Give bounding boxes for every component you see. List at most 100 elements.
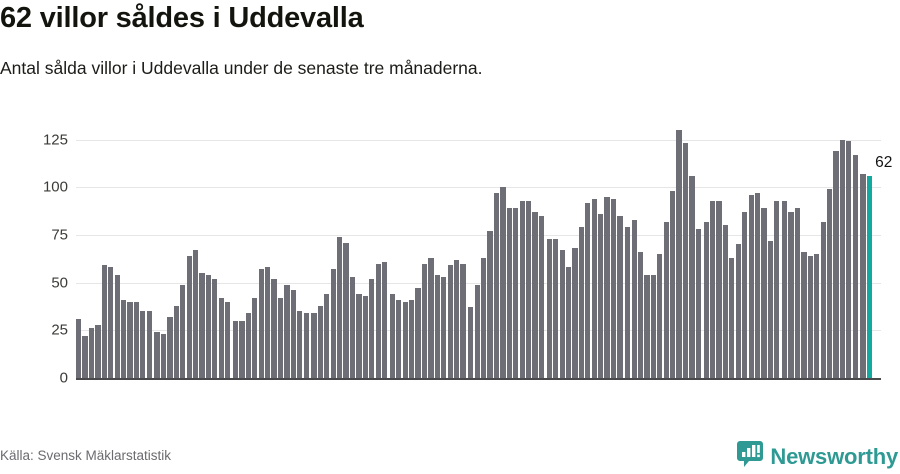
- bar[interactable]: [748, 194, 754, 378]
- bar[interactable]: [415, 288, 421, 378]
- bar[interactable]: [453, 259, 460, 378]
- bar[interactable]: [742, 212, 748, 378]
- bar[interactable]: [337, 236, 343, 378]
- bar[interactable]: [389, 294, 396, 378]
- bar[interactable]: [114, 274, 120, 378]
- bar[interactable]: [133, 301, 140, 378]
- bar[interactable]: [585, 202, 591, 378]
- bar[interactable]: [553, 238, 559, 378]
- bar[interactable]: [95, 324, 101, 378]
- bar[interactable]: [650, 274, 657, 378]
- bar[interactable]: [311, 313, 317, 378]
- bar[interactable]: [375, 263, 381, 378]
- bar[interactable]: [487, 231, 493, 378]
- bar[interactable]: [767, 240, 773, 378]
- bar[interactable]: [625, 227, 631, 378]
- bar[interactable]: [252, 297, 258, 378]
- bar[interactable]: [101, 265, 107, 378]
- bar[interactable]: [604, 196, 610, 378]
- bar[interactable]: [860, 173, 866, 378]
- bar[interactable]: [820, 221, 826, 378]
- bar[interactable]: [513, 208, 519, 378]
- bar[interactable]: [199, 273, 205, 378]
- bar[interactable]: [794, 208, 801, 378]
- bar[interactable]: [617, 215, 623, 378]
- bar[interactable]: [839, 139, 846, 378]
- bar[interactable]: [807, 255, 813, 378]
- bar[interactable]: [232, 320, 239, 378]
- bar[interactable]: [127, 301, 133, 378]
- bar[interactable]: [402, 301, 408, 378]
- bar[interactable]: [468, 307, 474, 378]
- bar[interactable]: [631, 219, 637, 378]
- bar[interactable]: [559, 250, 565, 378]
- bar[interactable]: [264, 267, 271, 378]
- bar[interactable]: [160, 334, 167, 378]
- bar[interactable]: [481, 257, 487, 378]
- bar[interactable]: [846, 141, 852, 378]
- bar[interactable]: [716, 200, 722, 378]
- bar[interactable]: [140, 311, 146, 378]
- bar[interactable]: [239, 320, 245, 378]
- bar[interactable]: [245, 313, 251, 378]
- bar[interactable]: [271, 278, 277, 378]
- bar[interactable]: [180, 284, 186, 378]
- bar[interactable]: [663, 221, 669, 378]
- bar[interactable]: [519, 200, 525, 378]
- bar[interactable]: [565, 267, 572, 378]
- bar[interactable]: [826, 189, 833, 378]
- bar[interactable]: [500, 187, 506, 378]
- bar[interactable]: [154, 332, 160, 378]
- bar[interactable]: [644, 274, 650, 378]
- bar[interactable]: [703, 221, 709, 378]
- newsworthy-logo[interactable]: Newsworthy: [737, 440, 898, 473]
- bar[interactable]: [637, 252, 644, 378]
- bar[interactable]: [852, 154, 858, 378]
- bar[interactable]: [362, 295, 368, 378]
- bar[interactable]: [330, 269, 336, 378]
- bar[interactable]: [421, 263, 428, 378]
- bar[interactable]: [610, 198, 617, 378]
- bar[interactable]: [447, 265, 453, 378]
- bar[interactable]: [284, 284, 290, 378]
- bar[interactable]: [578, 227, 585, 378]
- bar[interactable]: [598, 213, 604, 378]
- bar[interactable]: [546, 238, 552, 378]
- bar[interactable]: [88, 328, 95, 378]
- bar[interactable]: [396, 299, 402, 378]
- bar[interactable]: [381, 261, 388, 378]
- bar[interactable]: [76, 318, 82, 378]
- bar[interactable]: [709, 200, 716, 378]
- bar[interactable]: [303, 313, 309, 378]
- bar[interactable]: [676, 130, 682, 378]
- bar[interactable]: [735, 244, 741, 378]
- bar[interactable]: [532, 212, 538, 378]
- bar[interactable]: [722, 225, 729, 378]
- bar[interactable]: [82, 336, 88, 378]
- bar[interactable]: [297, 311, 303, 378]
- bar[interactable]: [317, 305, 323, 378]
- bar[interactable]: [290, 290, 296, 378]
- bar[interactable]: [146, 311, 152, 378]
- bar[interactable]: [434, 274, 440, 378]
- bar[interactable]: [441, 276, 447, 378]
- bar[interactable]: [428, 257, 434, 378]
- bar[interactable]: [782, 200, 788, 378]
- bar[interactable]: [670, 191, 676, 378]
- bar[interactable]: [225, 301, 231, 378]
- bar[interactable]: [774, 200, 780, 378]
- bar[interactable]: [474, 284, 480, 378]
- bar[interactable]: [277, 297, 284, 378]
- bar[interactable]: [801, 252, 807, 378]
- bar[interactable]: [192, 250, 199, 378]
- bar[interactable]: [205, 274, 212, 378]
- bar[interactable]: [120, 299, 127, 378]
- bar[interactable]: [173, 305, 179, 378]
- bar[interactable]: [493, 192, 500, 378]
- bar[interactable]: [833, 150, 839, 378]
- bar[interactable]: [788, 212, 794, 378]
- bar[interactable]: [258, 269, 264, 378]
- bar[interactable]: [526, 200, 532, 378]
- bar[interactable]: [729, 257, 735, 378]
- bar[interactable]: [186, 255, 192, 378]
